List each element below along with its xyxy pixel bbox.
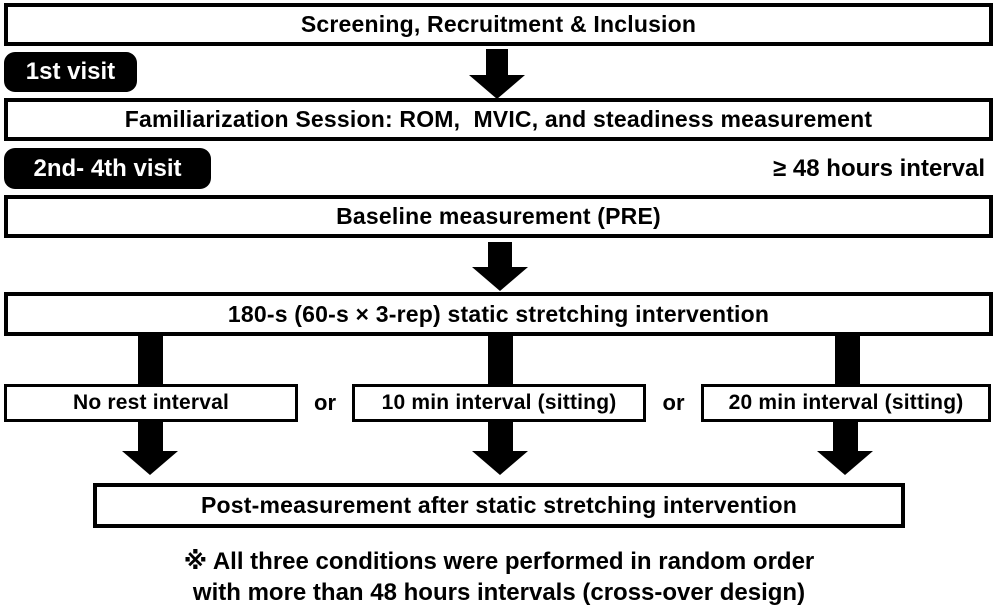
or-separator-2: or — [646, 384, 701, 422]
interval-note-text: ≥ 48 hours interval — [773, 154, 985, 182]
interval-note: ≥ 48 hours interval — [773, 148, 985, 189]
condition-box-20min: 20 min interval (sitting) — [701, 384, 991, 422]
down-arrow-1-stem — [486, 49, 508, 79]
intervention-box: 180-s (60-s × 3-rep) static stretching i… — [4, 292, 993, 336]
intervention-box-label: 180-s (60-s × 3-rep) static stretching i… — [227, 300, 770, 327]
down-arrow-2-head — [472, 267, 528, 291]
familiarization-box: Familiarization Session: ROM, MVIC, and … — [4, 98, 993, 141]
down-arrow-left-stem — [138, 422, 163, 453]
or-separator-1-label: or — [314, 390, 336, 415]
down-arrow-right-head — [817, 451, 873, 475]
screening-box: Screening, Recruitment & Inclusion — [4, 3, 993, 46]
branch-stem-middle — [488, 336, 513, 385]
condition-20min-label: 20 min interval (sitting) — [728, 391, 964, 414]
second-fourth-visit-badge-label: 2nd- 4th visit — [33, 154, 182, 182]
footnote-line2: with more than 48 hours intervals (cross… — [192, 579, 806, 606]
baseline-box-label: Baseline measurement (PRE) — [336, 203, 661, 229]
down-arrow-1-head — [469, 75, 525, 99]
condition-no-rest-label: No rest interval — [72, 391, 230, 414]
first-visit-badge: 1st visit — [4, 52, 137, 92]
condition-10min-label: 10 min interval (sitting) — [381, 391, 617, 414]
down-arrow-right-stem — [833, 422, 858, 453]
familiarization-box-label: Familiarization Session: ROM, MVIC, and … — [124, 106, 873, 132]
branch-stem-right — [835, 336, 860, 385]
or-separator-2-label: or — [662, 390, 685, 415]
first-visit-badge-label: 1st visit — [25, 58, 116, 85]
second-fourth-visit-badge: 2nd- 4th visit — [4, 148, 211, 189]
post-measurement-box-label: Post-measurement after static stretching… — [201, 492, 797, 518]
down-arrow-left-head — [122, 451, 178, 475]
baseline-box: Baseline measurement (PRE) — [4, 195, 993, 238]
screening-box-label: Screening, Recruitment & Inclusion — [300, 11, 697, 37]
branch-stem-left — [138, 336, 163, 385]
down-arrow-middle-head — [472, 451, 528, 475]
down-arrow-2-stem — [488, 242, 512, 270]
condition-box-10min: 10 min interval (sitting) — [352, 384, 646, 422]
footnote-line1: ※ All three conditions were performed in… — [183, 548, 815, 575]
condition-box-no-rest: No rest interval — [4, 384, 298, 422]
post-measurement-box: Post-measurement after static stretching… — [93, 483, 905, 528]
down-arrow-middle-stem — [488, 422, 513, 453]
or-separator-1: or — [298, 384, 352, 422]
footnote: ※ All three conditions were performed in… — [0, 546, 998, 608]
